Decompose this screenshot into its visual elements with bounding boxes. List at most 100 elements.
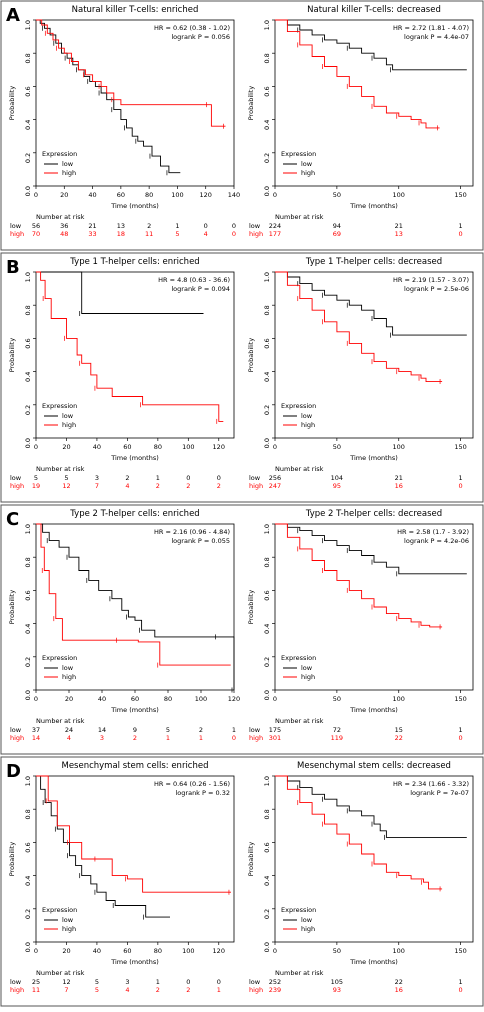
x-tick-label: 20 xyxy=(65,695,73,703)
risk-count-high: 2 xyxy=(186,986,190,994)
x-tick-label: 60 xyxy=(117,191,125,199)
risk-count-low: 15 xyxy=(395,726,403,734)
risk-row-label-high: high xyxy=(10,734,24,742)
y-axis-label: Probability xyxy=(247,842,255,877)
risk-count-high: 0 xyxy=(232,230,236,238)
x-axis-label: Time (months) xyxy=(349,454,398,462)
risk-count-high: 119 xyxy=(331,734,343,742)
risk-count-low: 24 xyxy=(65,726,73,734)
y-tick-label: 0.2 xyxy=(263,405,271,415)
risk-row-label-low: low xyxy=(249,474,261,482)
risk-count-high: 19 xyxy=(32,482,40,490)
y-tick-label: 0.6 xyxy=(263,338,271,348)
risk-count-low: 37 xyxy=(32,726,40,734)
risk-row-label-high: high xyxy=(249,986,263,994)
risk-count-low: 2 xyxy=(125,474,129,482)
logrank-p: logrank P = 0.056 xyxy=(171,33,230,41)
x-tick-label: 140 xyxy=(228,191,240,199)
risk-count-high: 4 xyxy=(67,734,71,742)
y-tick-label: 0.0 xyxy=(263,438,271,448)
risk-count-high: 7 xyxy=(64,986,68,994)
x-tick-label: 0 xyxy=(34,947,38,955)
y-tick-label: 0.8 xyxy=(263,557,271,567)
y-axis-label: Probability xyxy=(247,86,255,121)
y-tick-label: 1.0 xyxy=(263,20,271,30)
risk-row-label-low: low xyxy=(249,978,261,986)
y-axis-label: Probability xyxy=(8,86,16,121)
risk-count-low: 25 xyxy=(32,978,40,986)
risk-count-high: 2 xyxy=(186,482,190,490)
risk-count-high: 70 xyxy=(32,230,40,238)
plot-frame xyxy=(274,775,474,943)
risk-count-low: 22 xyxy=(395,978,403,986)
risk-count-low: 1 xyxy=(459,726,463,734)
x-tick-label: 80 xyxy=(154,443,162,451)
x-tick-label: 100 xyxy=(182,443,194,451)
legend-label-high: high xyxy=(62,925,76,933)
y-axis-label: Probability xyxy=(8,842,16,877)
risk-count-high: 18 xyxy=(117,230,125,238)
survival-curve-low xyxy=(275,271,467,336)
y-axis-label: Probability xyxy=(8,590,16,625)
risk-count-high: 14 xyxy=(32,734,40,742)
x-tick-label: 80 xyxy=(154,947,162,955)
legend-label-low: low xyxy=(301,916,313,924)
risk-count-high: 5 xyxy=(95,986,99,994)
x-tick-label: 100 xyxy=(393,191,405,199)
chart-b-decreased: Type 1 T-helper cells: decreased 0.0 0.2 0.… xyxy=(247,257,474,490)
logrank-p: logrank P = 0.055 xyxy=(171,537,230,545)
x-tick-label: 50 xyxy=(333,947,341,955)
risk-count-high: 4 xyxy=(125,482,129,490)
risk-table-title: Number at risk xyxy=(36,465,85,473)
x-axis-label: Time (months) xyxy=(349,202,398,210)
panel-c: C Type 2 T-helper cells: enriched 0.0 0.2 0.… xyxy=(0,504,484,755)
risk-row-label-high: high xyxy=(249,734,263,742)
legend-title: Expression xyxy=(42,150,77,158)
x-tick-label: 100 xyxy=(393,695,405,703)
risk-count-high: 239 xyxy=(269,986,281,994)
y-tick-label: 0.6 xyxy=(263,86,271,96)
x-tick-label: 50 xyxy=(333,695,341,703)
risk-count-high: 3 xyxy=(100,734,104,742)
plot-frame xyxy=(274,523,474,691)
risk-count-high: 5 xyxy=(175,230,179,238)
risk-count-high: 177 xyxy=(269,230,281,238)
risk-count-low: 1 xyxy=(232,726,236,734)
risk-row-label-high: high xyxy=(249,230,263,238)
risk-count-low: 21 xyxy=(395,222,403,230)
x-tick-label: 40 xyxy=(93,947,101,955)
risk-count-low: 0 xyxy=(217,474,221,482)
x-tick-label: 0 xyxy=(34,695,38,703)
x-tick-label: 20 xyxy=(62,443,70,451)
y-tick-label: 1.0 xyxy=(263,524,271,534)
x-tick-label: 100 xyxy=(195,695,207,703)
y-tick-label: 0.2 xyxy=(24,153,32,163)
y-tick-label: 0.0 xyxy=(263,186,271,196)
survival-curve-low xyxy=(275,523,467,575)
legend-label-high: high xyxy=(62,169,76,177)
panel-d: D Mesenchymal stem cells: enriched 0.0 0.2 0… xyxy=(0,756,484,1007)
survival-curve-high xyxy=(275,775,443,890)
panel-letter: D xyxy=(6,761,21,782)
risk-count-low: 36 xyxy=(60,222,68,230)
survival-curve-low xyxy=(275,19,467,71)
x-tick-label: 20 xyxy=(60,191,68,199)
risk-count-low: 1 xyxy=(156,978,160,986)
legend-title: Expression xyxy=(281,150,316,158)
logrank-p: logrank P = 2.5e-06 xyxy=(404,285,469,293)
legend-title: Expression xyxy=(42,654,77,662)
chart-title: Type 2 T-helper cells: decreased xyxy=(305,509,442,519)
chart-a-decreased: Natural killer T-cells: decreased 0.0 0.2 0… xyxy=(247,5,474,238)
chart-d-enriched: Mesenchymal stem cells: enriched 0.0 0.2 0.… xyxy=(8,761,235,994)
x-tick-label: 120 xyxy=(213,947,225,955)
risk-count-high: 0 xyxy=(459,230,463,238)
x-tick-label: 0 xyxy=(34,443,38,451)
risk-count-low: 175 xyxy=(269,726,281,734)
panel-a: A Natural killer T-cells: enriched 0.0 0.2 0… xyxy=(0,0,484,251)
risk-count-low: 0 xyxy=(186,474,190,482)
legend-label-low: low xyxy=(301,664,313,672)
risk-count-high: 0 xyxy=(459,734,463,742)
x-tick-label: 40 xyxy=(88,191,96,199)
risk-count-high: 33 xyxy=(88,230,96,238)
hazard-ratio: HR = 2.34 (1.66 - 3.32) xyxy=(393,780,469,788)
